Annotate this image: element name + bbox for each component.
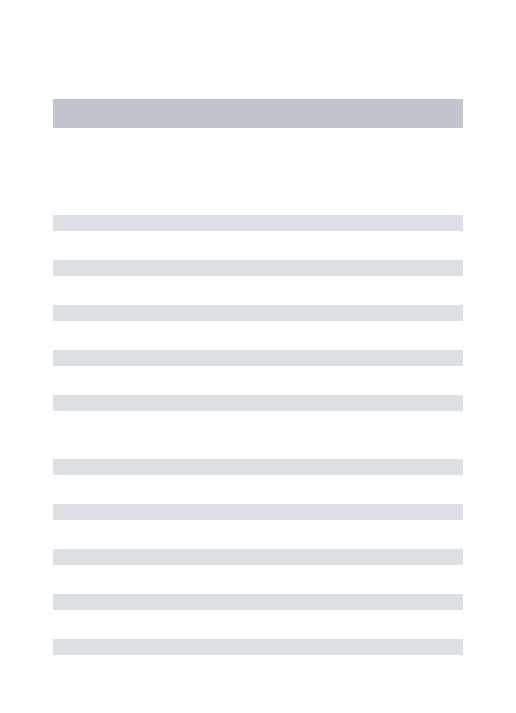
skeleton-line <box>53 215 463 231</box>
skeleton-header-bar <box>53 99 463 128</box>
skeleton-section-2 <box>53 459 463 655</box>
skeleton-line <box>53 504 463 520</box>
skeleton-section-1 <box>53 215 463 411</box>
skeleton-line <box>53 350 463 366</box>
skeleton-line <box>53 549 463 565</box>
skeleton-line <box>53 305 463 321</box>
skeleton-line <box>53 395 463 411</box>
skeleton-line <box>53 260 463 276</box>
skeleton-container <box>0 0 516 655</box>
skeleton-line <box>53 459 463 475</box>
skeleton-line <box>53 594 463 610</box>
skeleton-section-gap <box>53 440 463 459</box>
skeleton-line <box>53 639 463 655</box>
